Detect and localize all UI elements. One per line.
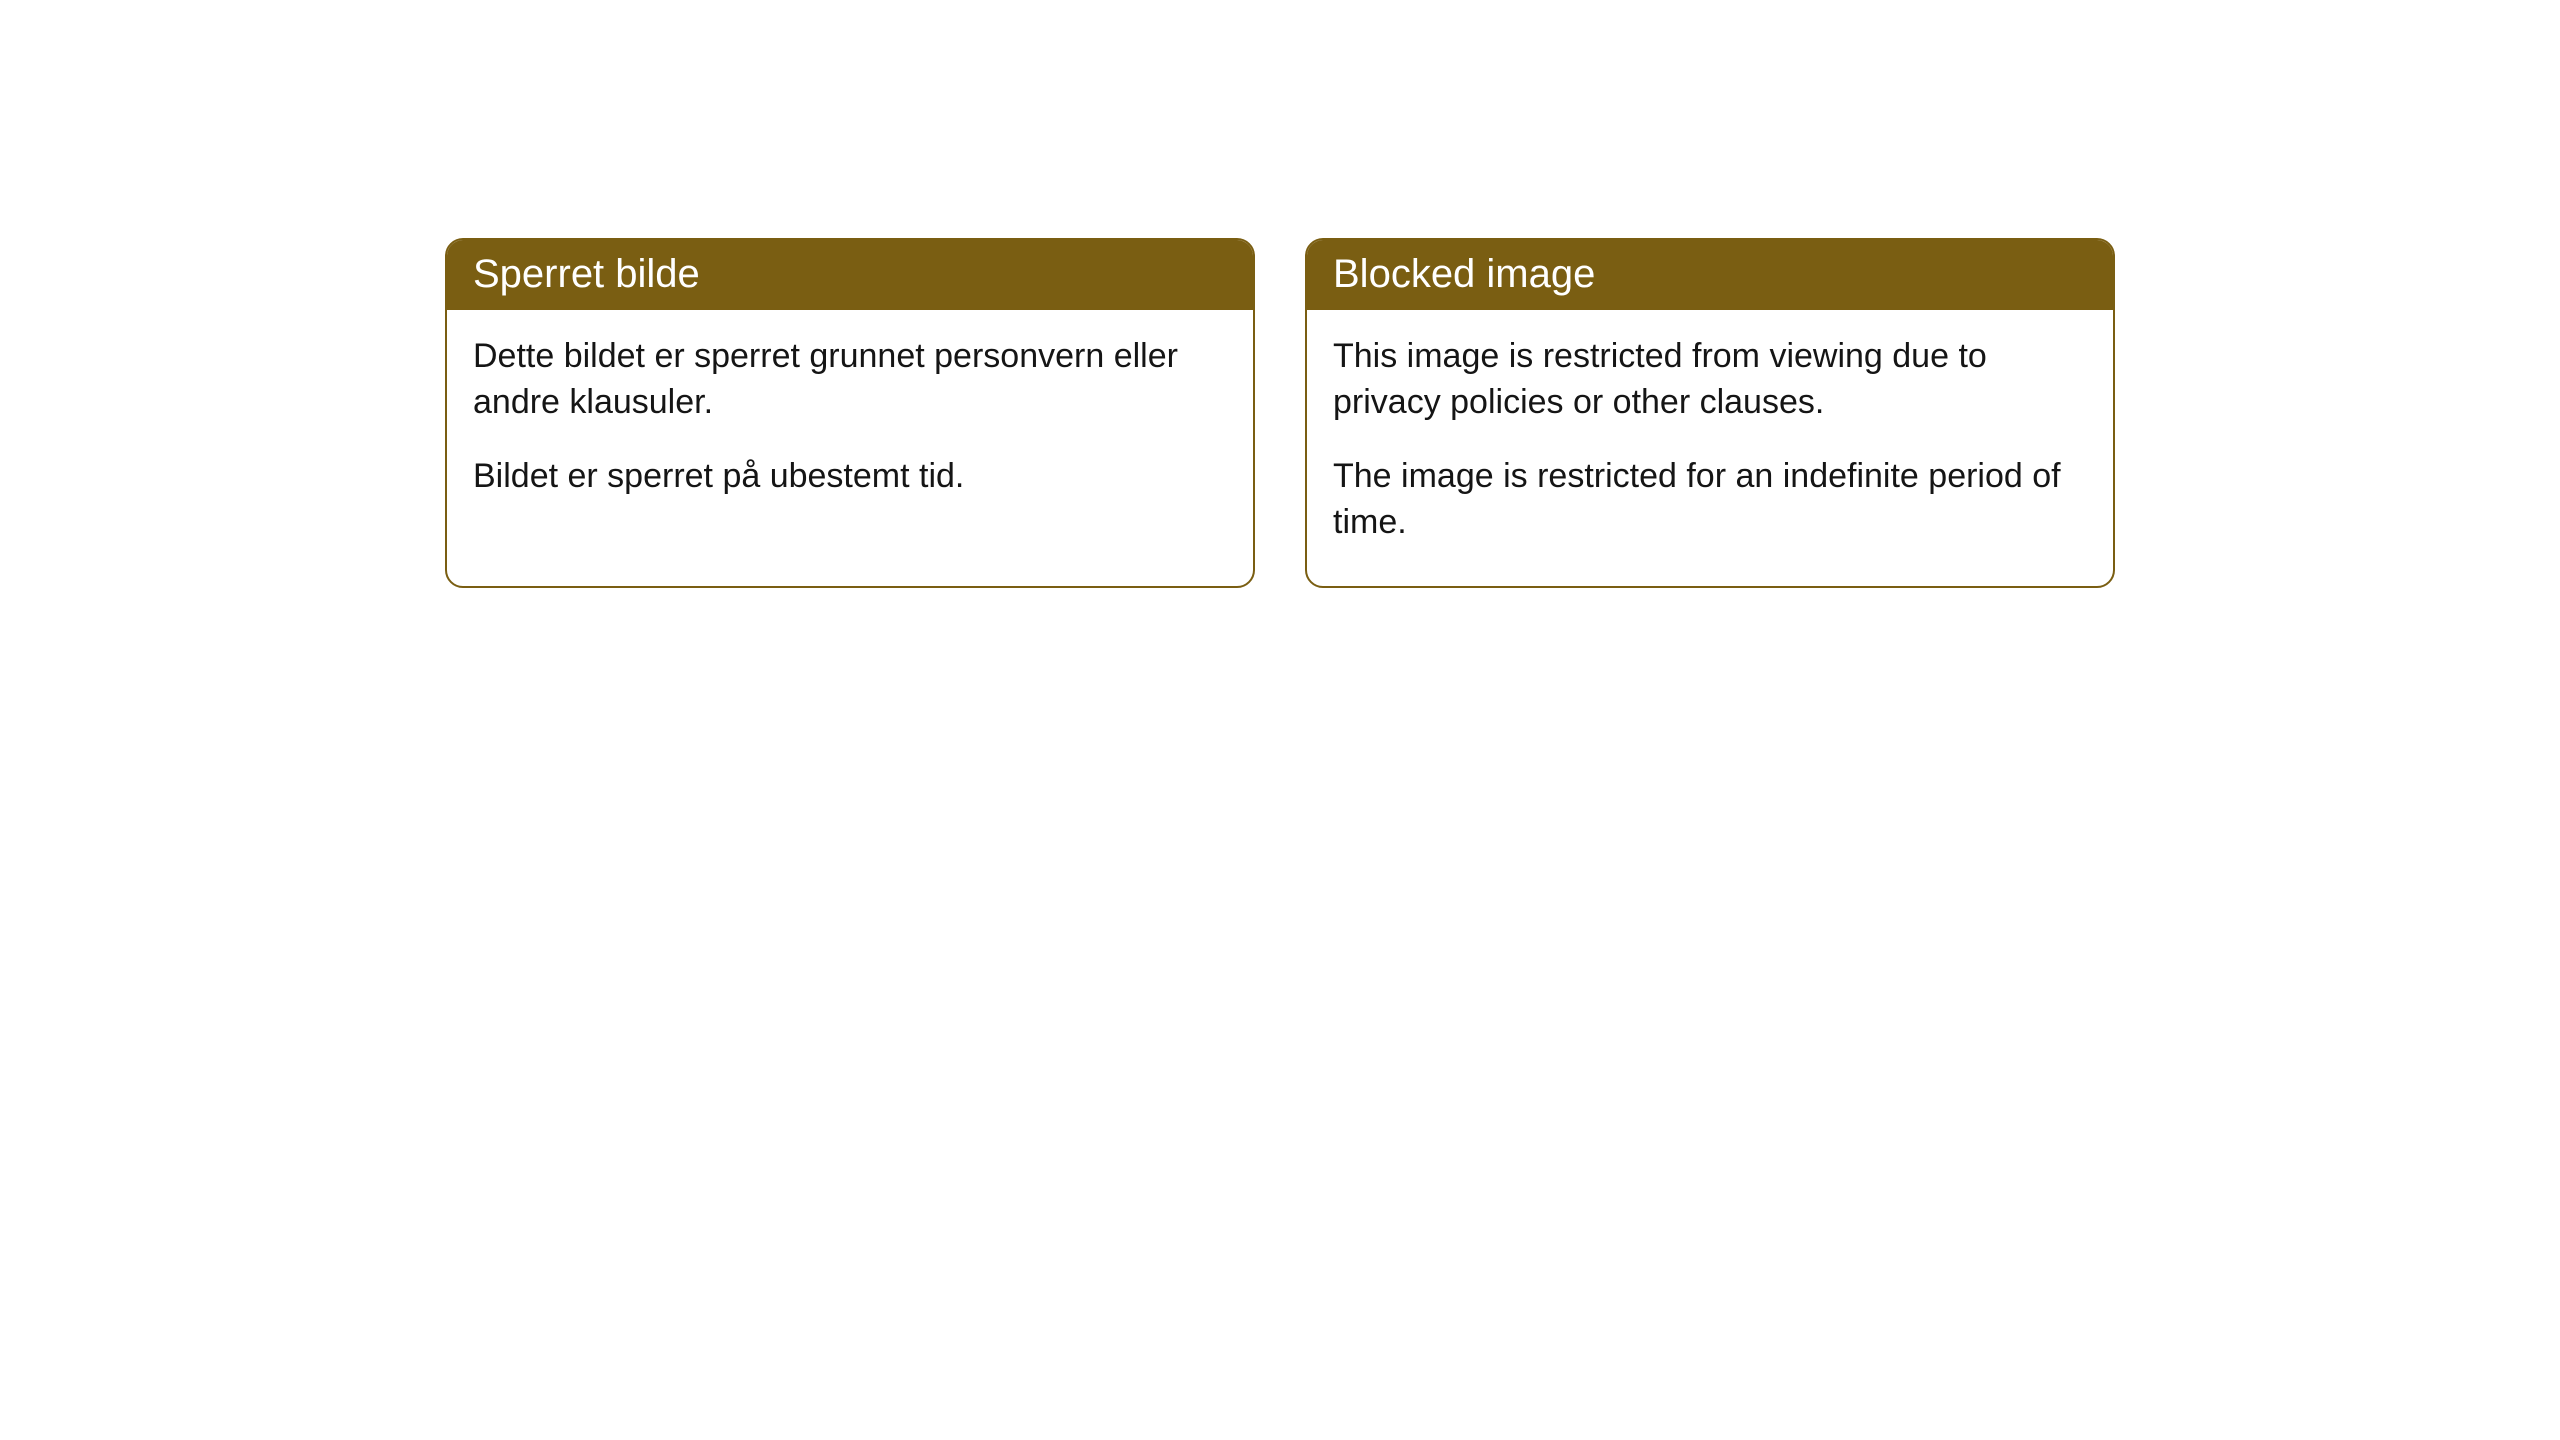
- card-paragraph-en-1: This image is restricted from viewing du…: [1333, 334, 2087, 426]
- card-title-no: Sperret bilde: [447, 240, 1253, 310]
- card-paragraph-no-1: Dette bildet er sperret grunnet personve…: [473, 334, 1227, 426]
- blocked-image-card-no: Sperret bilde Dette bildet er sperret gr…: [445, 238, 1255, 588]
- card-paragraph-no-2: Bildet er sperret på ubestemt tid.: [473, 454, 1227, 500]
- blocked-image-card-en: Blocked image This image is restricted f…: [1305, 238, 2115, 588]
- card-body-no: Dette bildet er sperret grunnet personve…: [447, 310, 1253, 540]
- notice-container: Sperret bilde Dette bildet er sperret gr…: [0, 0, 2560, 588]
- card-title-en: Blocked image: [1307, 240, 2113, 310]
- card-paragraph-en-2: The image is restricted for an indefinit…: [1333, 454, 2087, 546]
- card-body-en: This image is restricted from viewing du…: [1307, 310, 2113, 586]
